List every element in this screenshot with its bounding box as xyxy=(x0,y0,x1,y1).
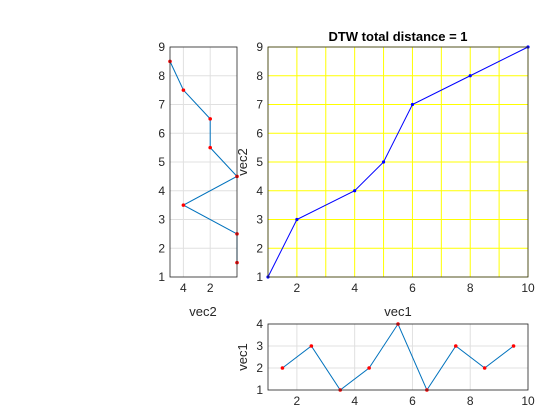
left-y-tick-label: 4 xyxy=(158,184,165,198)
bottom-y-tick-label: 3 xyxy=(256,339,263,353)
main-y-tick-label: 3 xyxy=(256,213,263,227)
main-x-axis-label: vec1 xyxy=(384,304,411,319)
left-x-tick-label: 4 xyxy=(180,281,187,295)
bottom-y-tick-label: 4 xyxy=(256,317,263,331)
left-series-point xyxy=(208,117,212,121)
main-dtw-path-point xyxy=(295,217,299,222)
left-x-tick-label: 2 xyxy=(207,281,214,295)
bottom-y-tick-label: 1 xyxy=(256,383,263,397)
main-y-tick-label: 4 xyxy=(256,184,263,198)
bottom-plot-box xyxy=(267,323,529,391)
bottom-x-tick-label: 8 xyxy=(467,394,474,408)
main-x-tick-label: 2 xyxy=(294,281,301,295)
main-y-tick-label: 6 xyxy=(256,126,263,140)
main-dtw-path-point xyxy=(410,102,415,107)
left-series-line xyxy=(169,61,238,263)
left-y-tick-label: 2 xyxy=(158,241,165,255)
left-plot: 1 2 3 4 5 6 7 8 9 4 2 vec2 xyxy=(158,40,239,319)
left-y-tick-label: 5 xyxy=(158,155,165,169)
left-y-tick-label: 6 xyxy=(158,126,165,140)
main-y-axis-label: vec2 xyxy=(235,148,250,175)
left-series-point xyxy=(181,88,186,92)
main-y-tick-label: 2 xyxy=(256,241,263,255)
bottom-x-tick-label: 2 xyxy=(294,394,301,408)
left-series-point xyxy=(208,145,212,150)
bottom-x-tick-label: 4 xyxy=(351,394,358,408)
left-y-tick-label: 3 xyxy=(158,213,165,227)
left-plot-box xyxy=(169,46,238,278)
main-y-tick-label: 7 xyxy=(256,98,263,112)
main-y-tick-label: 1 xyxy=(256,270,263,284)
left-x-axis-label: vec2 xyxy=(189,304,216,319)
main-y-tick-label: 8 xyxy=(256,69,263,83)
bottom-y-axis-label: vec1 xyxy=(235,343,250,370)
main-x-tick-label: 10 xyxy=(521,281,535,295)
left-y-tick-label: 8 xyxy=(158,69,165,83)
bottom-series-point xyxy=(367,366,371,370)
main-x-tick-label: 8 xyxy=(467,281,474,295)
bottom-series-point xyxy=(309,344,314,348)
main-chart-title: DTW total distance = 1 xyxy=(328,29,467,44)
left-y-tick-label: 7 xyxy=(158,98,165,112)
bottom-plot-area xyxy=(268,324,528,390)
bottom-x-tick-label: 6 xyxy=(409,394,416,408)
main-dtw-path-point xyxy=(468,74,472,78)
main-x-tick-label: 4 xyxy=(351,281,358,295)
main-y-tick-label: 9 xyxy=(256,40,263,54)
main-x-tick-label: 6 xyxy=(409,281,416,295)
bottom-x-tick-label: 10 xyxy=(521,394,535,408)
main-dtw-path-point xyxy=(353,189,357,193)
left-y-tick-label: 1 xyxy=(158,270,165,284)
main-dtw-path-point xyxy=(381,160,386,164)
bottom-series-point xyxy=(511,344,516,348)
bottom-y-tick-label: 2 xyxy=(256,361,263,375)
bottom-series-point xyxy=(280,366,285,370)
bottom-series-point xyxy=(453,344,458,348)
bottom-series-point xyxy=(482,366,487,370)
left-series-point xyxy=(181,203,186,207)
main-y-tick-label: 5 xyxy=(256,155,263,169)
bottom-plot: 1 2 3 4 2 4 6 8 10 vec1 xyxy=(235,317,535,408)
left-y-tick-label: 9 xyxy=(158,40,165,54)
main-plot-box xyxy=(267,46,529,278)
